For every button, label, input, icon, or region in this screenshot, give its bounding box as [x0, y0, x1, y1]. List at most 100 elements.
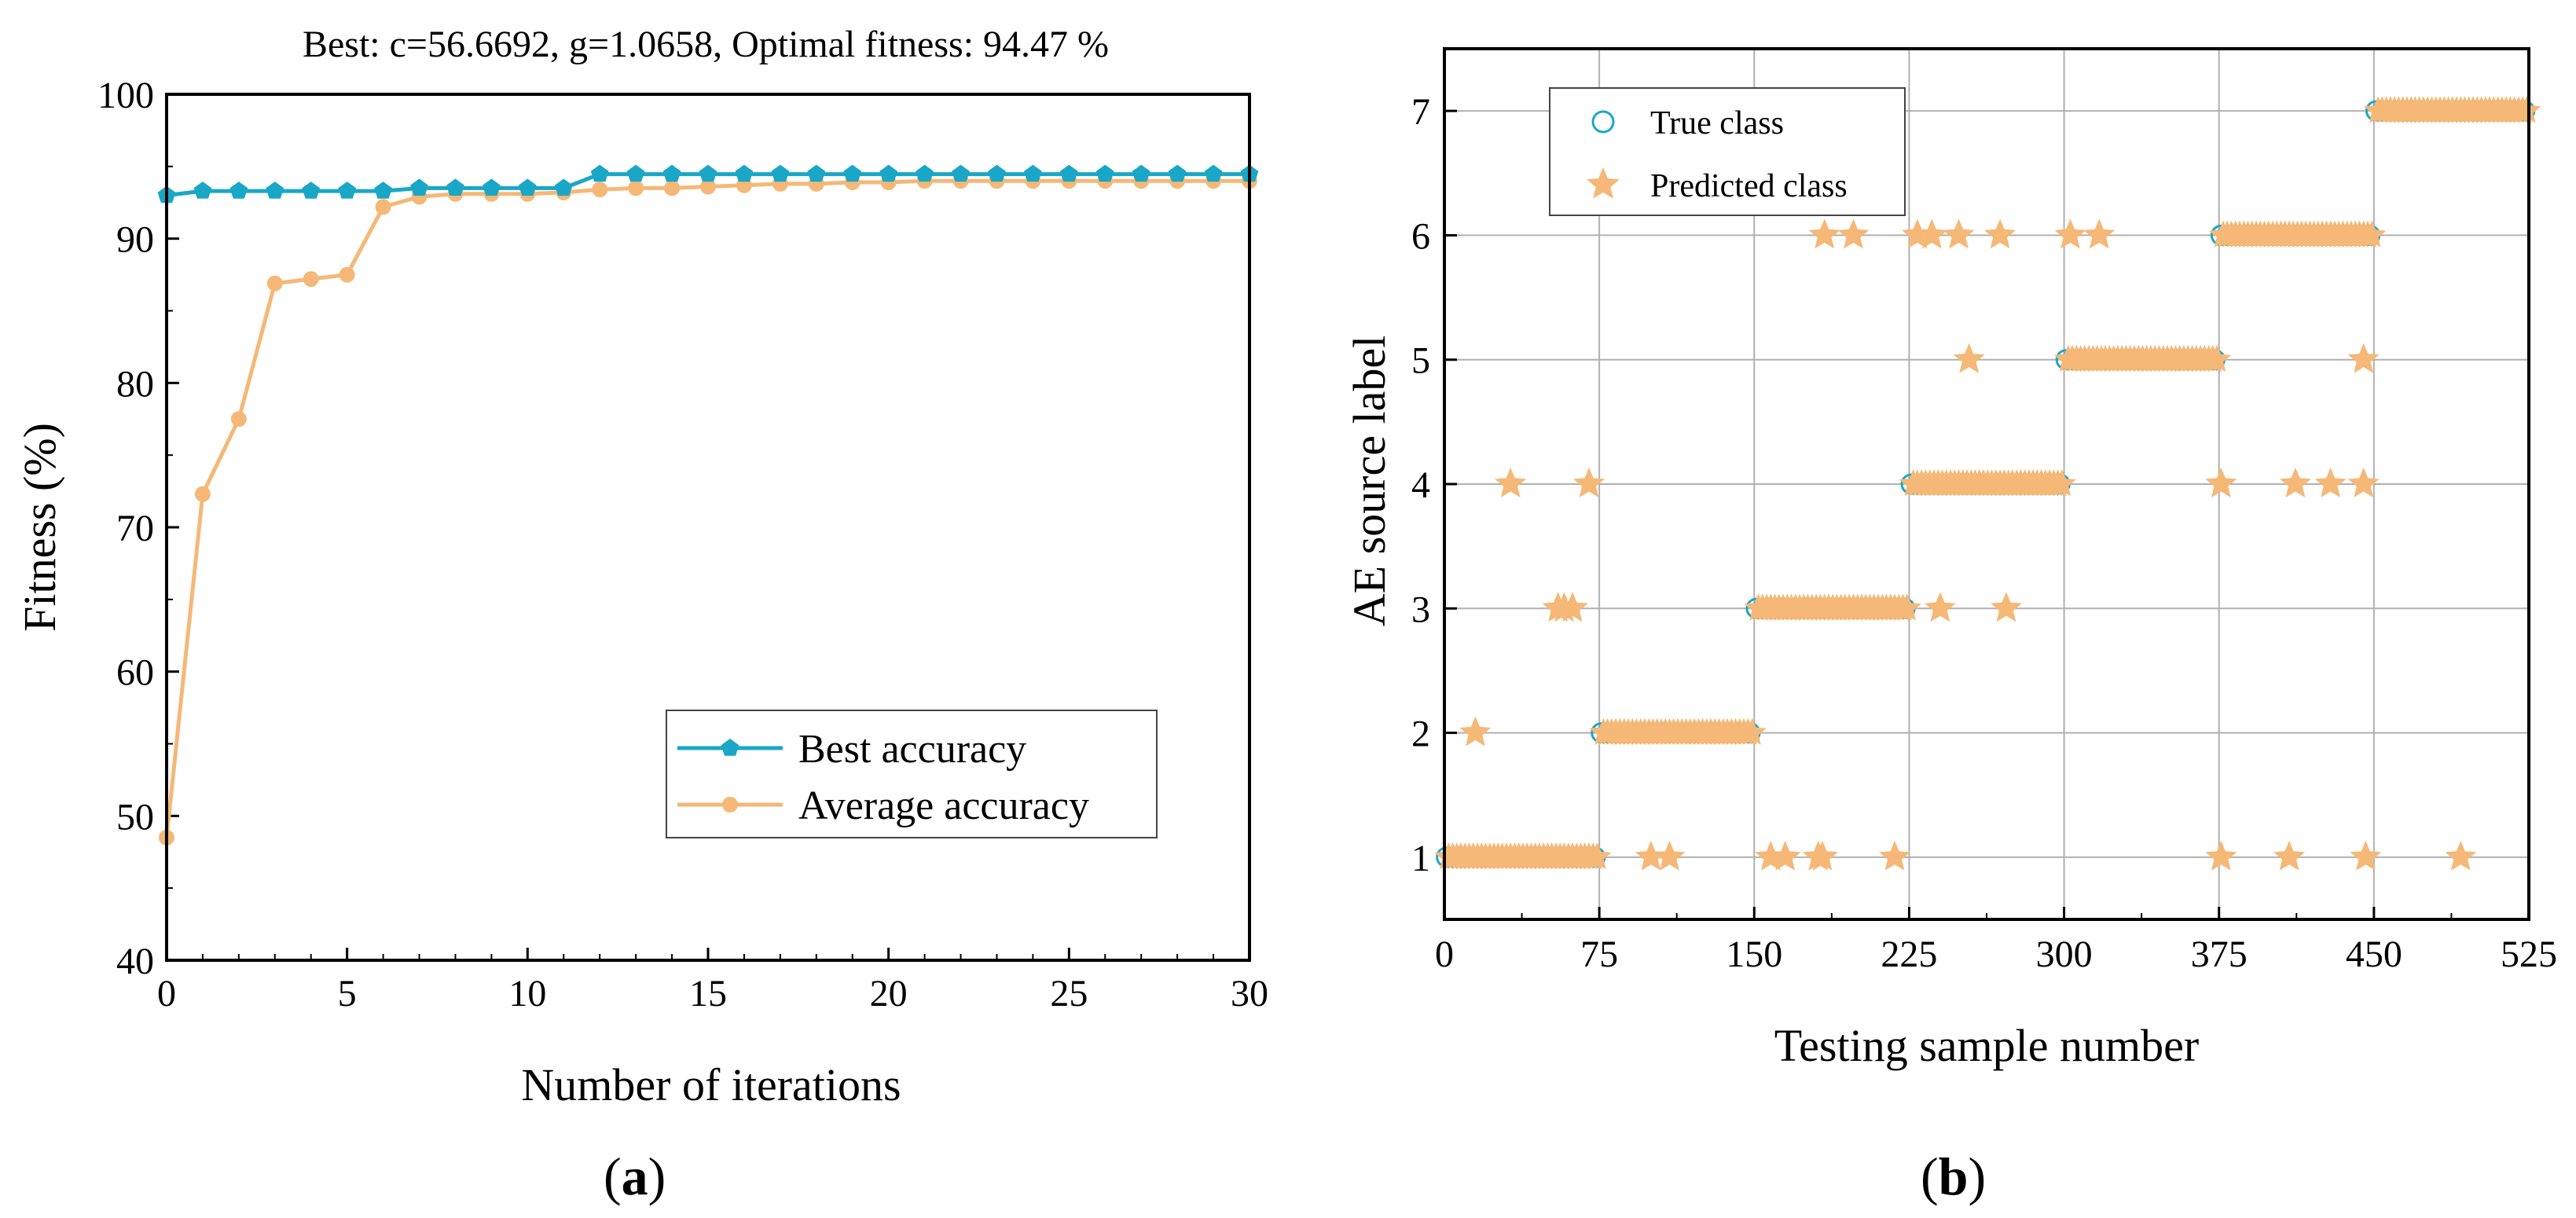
predicted-class-outlier	[2273, 840, 2306, 871]
predicted-class-outlier	[1807, 840, 1838, 871]
panel-b-y-tick-label: 4	[1411, 464, 1430, 506]
predicted-class-outlier	[1984, 218, 2016, 249]
predicted-class-segment-2	[1589, 717, 1767, 745]
best-accuracy-point	[988, 164, 1006, 182]
predicted-class-segment-3	[1744, 593, 1921, 621]
best-accuracy-point	[193, 182, 212, 199]
panel-b-y-tick-label: 5	[1411, 340, 1430, 382]
panel-b-plot-frame	[1443, 47, 2530, 921]
average-accuracy-point	[664, 180, 681, 196]
best-accuracy-point	[1024, 164, 1042, 182]
predicted-class-segment-6	[2208, 220, 2387, 248]
legend-best-accuracy-label: Best accuracy	[798, 727, 1026, 772]
panel-b-x-tick-label: 150	[1726, 934, 1782, 975]
predicted-class-outlier	[2314, 468, 2347, 497]
predicted-class-outlier	[1557, 592, 1588, 622]
best-accuracy-point	[374, 182, 392, 199]
best-accuracy-point	[1168, 164, 1187, 182]
panel-a-x-tick-label: 15	[689, 973, 727, 1014]
panel-a-y-tick-label: 60	[116, 652, 154, 694]
predicted-class-outlier	[2083, 218, 2115, 249]
predicted-class-outlier	[1653, 840, 1686, 871]
predicted-class-outlier	[1943, 218, 1975, 249]
predicted-class-outlier	[2280, 468, 2311, 497]
legend-best-accuracy: Best accuracy	[677, 727, 1026, 772]
panel-b-y-tick-label: 6	[1411, 215, 1430, 257]
predicted-class-outlier	[1924, 592, 1956, 622]
best-accuracy-point	[410, 178, 428, 196]
predicted-class-outlier	[1769, 840, 1801, 871]
average-accuracy-point	[700, 178, 716, 195]
panel-a-chart: Best: c=56.6692, g=1.0658, Optimal fitne…	[14, 24, 1268, 1206]
predicted-class-outlier	[1808, 218, 1840, 249]
panel-a-y-axis-label: Fitness (%)	[14, 423, 65, 632]
best-accuracy-point	[916, 164, 934, 182]
best-accuracy-point	[1204, 164, 1223, 182]
predicted-class-outlier	[2205, 468, 2237, 497]
panel-a-plot-frame	[165, 93, 1251, 962]
panel-b-chart: 0 75 150 225 300 375 450 525 1 2 3 4 5 6 7 Testing sam…	[1344, 47, 2557, 1206]
predicted-class-outlier	[1459, 716, 1492, 747]
panel-b-x-axis-label: Testing sample number	[1774, 1020, 2199, 1071]
best-accuracy-point	[807, 164, 826, 182]
legend-true-class-marker	[1591, 110, 1615, 134]
best-accuracy-point	[771, 164, 790, 182]
panel-a-axis-ticks: 0 5 10 15 20 25 30 40 50 60 70 80 90 100	[97, 75, 1268, 1014]
average-accuracy-point	[194, 486, 211, 502]
best-accuracy-point	[483, 178, 501, 196]
best-accuracy-point	[699, 164, 717, 182]
panel-b-y-axis-label: AE source label	[1344, 336, 1395, 626]
panel-a-y-tick-label: 50	[116, 796, 154, 838]
panel-a-y-tick-label: 40	[116, 941, 154, 982]
average-accuracy-point	[339, 266, 355, 283]
best-accuracy-point	[626, 164, 645, 182]
best-accuracy-point	[843, 164, 862, 182]
legend-average-accuracy: Average accuracy	[677, 783, 1089, 828]
average-accuracy-point	[592, 182, 608, 198]
predicted-class-point	[1738, 717, 1767, 745]
series-best-accuracy	[157, 164, 1259, 204]
best-accuracy-point	[952, 164, 970, 182]
predicted-class-point	[2047, 469, 2076, 497]
legend-true-class-label: True class	[1650, 105, 1784, 141]
predicted-class-outlier	[1916, 218, 1948, 249]
best-accuracy-point	[1095, 164, 1114, 182]
panel-a-title: Best: c=56.6692, g=1.0658, Optimal fitne…	[303, 24, 1109, 65]
predicted-class-outlier	[1879, 840, 1910, 871]
panel-b-y-tick-label: 1	[1411, 838, 1430, 879]
panel-b-series	[1434, 96, 2541, 871]
panel-b-x-tick-label: 225	[1881, 934, 1937, 975]
predicted-class-outlier	[2347, 343, 2380, 373]
predicted-class-outlier	[1495, 468, 1527, 497]
panel-a-x-axis-label: Number of iterations	[521, 1059, 901, 1110]
legend-average-accuracy-marker	[722, 797, 738, 813]
predicted-class-outlier	[2054, 218, 2086, 249]
predicted-class-point	[2203, 344, 2232, 372]
predicted-class-point	[1892, 593, 1921, 621]
best-accuracy-point	[338, 182, 357, 199]
panel-b-axis-ticks: 0 75 150 225 300 375 450 525 1 2 3 4 5 6 7	[1411, 91, 2557, 975]
best-accuracy-point	[1059, 164, 1078, 182]
predicted-class-point	[2358, 220, 2387, 248]
best-accuracy-point	[662, 164, 681, 182]
legend-best-accuracy-marker	[721, 739, 739, 756]
panel-a-series	[157, 164, 1259, 846]
predicted-class-outlier	[2205, 840, 2237, 871]
predicted-class-outlier	[1837, 218, 1870, 249]
panel-a-label: (a)	[604, 1146, 666, 1206]
average-accuracy-point	[303, 271, 319, 288]
panel-b-x-tick-label: 375	[2191, 934, 2248, 975]
best-accuracy-point	[266, 182, 284, 199]
predicted-class-outlier	[1991, 592, 2022, 622]
best-accuracy-point	[229, 182, 248, 199]
average-accuracy-point	[628, 180, 644, 196]
misclassified-predictions	[1459, 218, 2477, 871]
best-accuracy-point	[518, 178, 537, 196]
panel-b-x-tick-label: 75	[1580, 934, 1618, 975]
best-accuracy-point	[446, 178, 464, 196]
panel-b-x-tick-label: 450	[2346, 934, 2402, 975]
best-accuracy-point	[735, 164, 754, 182]
average-accuracy-point	[230, 411, 247, 427]
panel-a-y-tick-label: 100	[97, 75, 154, 116]
